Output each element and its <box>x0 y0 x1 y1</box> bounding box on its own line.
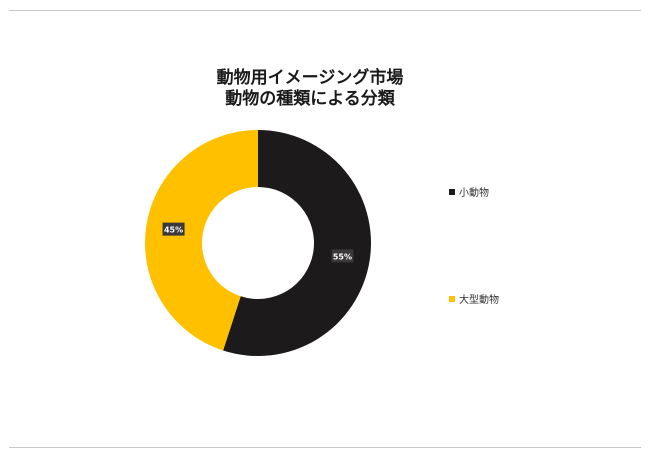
data-label-small-animals: 55% <box>331 249 354 263</box>
legend-swatch-large-animals <box>449 295 455 302</box>
chart-title-line-1: 動物用イメージング市場 <box>216 68 404 88</box>
data-label-text-large-animals: 45% <box>164 226 183 235</box>
chart-title: 動物用イメージング市場 動物の種類による分類 <box>150 68 470 110</box>
data-label-bg-small-animals <box>331 249 354 263</box>
top-divider <box>9 10 641 11</box>
legend-label-large-animals: 大型動物 <box>459 295 499 306</box>
donut-slice-small-animals <box>223 130 371 356</box>
data-label-bg-large-animals <box>162 222 185 236</box>
legend-label-small-animals: 小動物 <box>459 188 489 199</box>
legend-item-small-animals: 小動物 <box>449 184 489 199</box>
data-label-text-small-animals: 55% <box>333 252 352 261</box>
legend-swatch-small-animals <box>449 188 455 195</box>
data-label-large-animals: 45% <box>162 222 185 236</box>
chart-title-line-2: 動物の種類による分類 <box>225 89 395 109</box>
donut-slice-large-animals <box>144 130 258 351</box>
legend-item-large-animals: 大型動物 <box>449 291 499 306</box>
bottom-divider <box>9 447 641 448</box>
